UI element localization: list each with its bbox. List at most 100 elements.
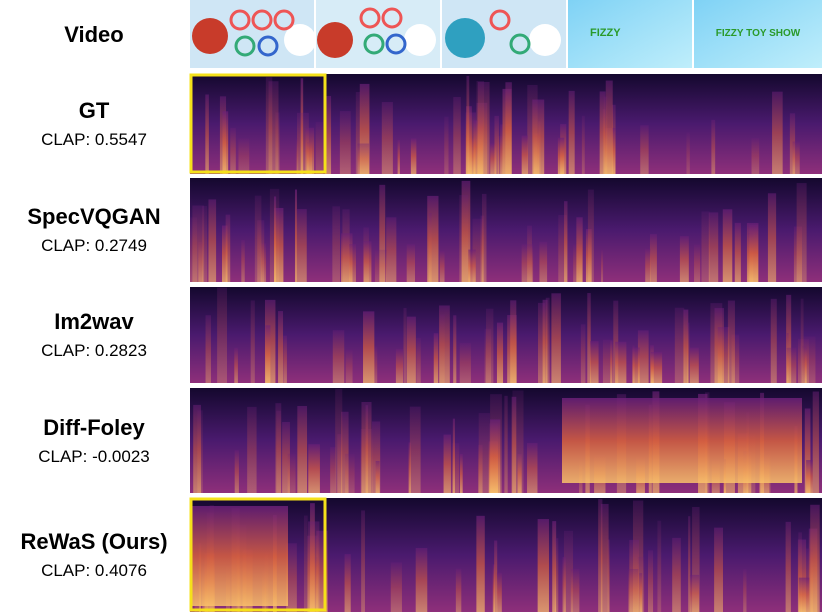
spectrogram-stripe bbox=[686, 132, 690, 174]
spectrogram-stripe bbox=[494, 540, 498, 612]
spectrogram-stripe bbox=[335, 388, 343, 493]
spectrogram-stripe bbox=[637, 556, 645, 612]
spectrogram-stripe bbox=[297, 112, 309, 174]
spectrogram-stripe bbox=[268, 81, 279, 174]
spectrogram-stripe bbox=[679, 236, 689, 282]
frame-object bbox=[445, 18, 485, 58]
spectrogram-stripe bbox=[607, 539, 610, 612]
spectrogram-stripe bbox=[647, 550, 654, 612]
spectrogram-stripe bbox=[812, 391, 819, 493]
spectrogram-stripe bbox=[649, 234, 657, 282]
spectrogram-stripe bbox=[564, 201, 568, 282]
spectrogram-stripe bbox=[330, 447, 336, 493]
spectrogram-stripe bbox=[455, 568, 462, 612]
spectrogram-stripe bbox=[490, 419, 501, 493]
spectrogram-stripe bbox=[570, 568, 580, 612]
spectrogram-stripe bbox=[562, 557, 566, 612]
spectrogram-stripe bbox=[408, 442, 411, 493]
clap-score: CLAP: -0.0023 bbox=[38, 446, 150, 466]
spectrogram-stripe bbox=[580, 324, 586, 383]
spectrogram-stripe bbox=[637, 330, 649, 383]
spectrogram-stripe bbox=[361, 401, 372, 493]
spectrogram-stripe bbox=[296, 209, 307, 282]
spectrogram-stripe bbox=[286, 543, 297, 612]
spectrogram-stripe bbox=[439, 314, 445, 383]
video-frames: FIZZY FIZZY TOY SHOW bbox=[190, 0, 822, 68]
spectrogram-stripe bbox=[308, 521, 320, 612]
spectrogram-stripe bbox=[297, 406, 308, 493]
spectrogram-stripe bbox=[325, 95, 332, 174]
spectrogram-stripe bbox=[504, 395, 508, 493]
spectrogram-stripe bbox=[772, 91, 783, 174]
spectrogram-stripe bbox=[303, 515, 308, 612]
spectrogram-stripe bbox=[494, 115, 499, 174]
spectrogram-stripe bbox=[409, 406, 421, 493]
spectrogram-stripe bbox=[632, 347, 640, 383]
spectrogram-stripe bbox=[278, 311, 284, 383]
spectrogram-stripe bbox=[689, 574, 700, 612]
spectrogram-stripe bbox=[230, 127, 236, 174]
spectrogram-stripe bbox=[600, 249, 604, 282]
spectrogram-stripe bbox=[428, 212, 432, 282]
spectrogram-stripe bbox=[786, 294, 792, 383]
spectrogram-stripe bbox=[490, 143, 497, 174]
spectrogram-stripe bbox=[254, 195, 262, 282]
spectrogram-stripe bbox=[683, 309, 689, 383]
spectrogram-stripe bbox=[615, 341, 627, 383]
spectrogram-stripe bbox=[294, 189, 298, 282]
spectrogram-stripe bbox=[349, 244, 356, 282]
spectrogram-stripe bbox=[415, 548, 428, 612]
spectrogram-stripe bbox=[692, 506, 700, 612]
spectrogram-stripe bbox=[587, 293, 591, 383]
frame-object bbox=[192, 18, 228, 54]
spectrogram-stripe bbox=[273, 196, 277, 282]
spectrogram-stripe bbox=[708, 212, 719, 282]
spectrogram-stripe bbox=[282, 422, 290, 493]
spectrogram-stripe bbox=[308, 444, 320, 493]
frame bbox=[694, 0, 822, 68]
spectrogram-stripe bbox=[476, 515, 485, 612]
spectrogram-stripe bbox=[316, 530, 328, 612]
row-name: Video bbox=[64, 22, 124, 47]
spectrogram-stripe bbox=[674, 307, 685, 383]
spectrogram-stripe bbox=[315, 121, 323, 174]
spectrogram-stripe bbox=[563, 530, 574, 612]
spectrogram-stripe bbox=[603, 96, 608, 174]
spectrogram-stripe bbox=[373, 346, 378, 383]
spectrogram-stripe bbox=[453, 96, 461, 174]
spectrogram-stripe bbox=[711, 119, 716, 174]
spectrogram-stripe bbox=[694, 244, 701, 282]
clap-score: CLAP: 0.5547 bbox=[41, 130, 147, 149]
spectrogram-stripe bbox=[460, 453, 463, 493]
spectrogram-stripe bbox=[538, 302, 546, 383]
spectrogram-stripe bbox=[687, 322, 690, 383]
spectrogram-stripe bbox=[357, 143, 370, 174]
spectrogram-stripe bbox=[468, 249, 476, 282]
row-name: Im2wav bbox=[54, 309, 134, 334]
spectrogram-stripe bbox=[363, 311, 375, 383]
spectrogram-stripe bbox=[476, 80, 485, 174]
spectrogram-stripe bbox=[512, 390, 524, 493]
spectrogram-stripe bbox=[521, 244, 534, 282]
frame-object bbox=[317, 22, 353, 58]
spectrogram-stripe bbox=[558, 215, 567, 282]
spectrogram-stripe bbox=[767, 193, 777, 282]
spectrogram-stripe bbox=[532, 99, 545, 174]
spectrogram-stripe bbox=[403, 308, 407, 383]
spectrogram-stripe bbox=[605, 80, 613, 174]
spectrogram-stripe bbox=[492, 564, 495, 612]
spectrogram-stripe bbox=[749, 224, 759, 282]
spectrogram-stripe bbox=[554, 538, 559, 612]
spectrogram-stripe bbox=[805, 548, 813, 612]
spectrogram-stripe bbox=[439, 250, 445, 282]
spectrogram-stripe bbox=[731, 334, 740, 383]
spectrogram-stripe bbox=[727, 300, 735, 383]
spectrogram-stripe bbox=[241, 240, 245, 282]
spectrogram-stripe bbox=[590, 341, 599, 383]
spectrogram-stripe bbox=[714, 527, 723, 612]
spectrogram-stripe bbox=[375, 460, 380, 493]
spectrogram-stripe bbox=[510, 300, 517, 383]
spectrogram-stripe bbox=[496, 322, 504, 383]
spectrogram-stripe bbox=[688, 516, 691, 612]
spectrogram-stripe bbox=[539, 241, 548, 282]
